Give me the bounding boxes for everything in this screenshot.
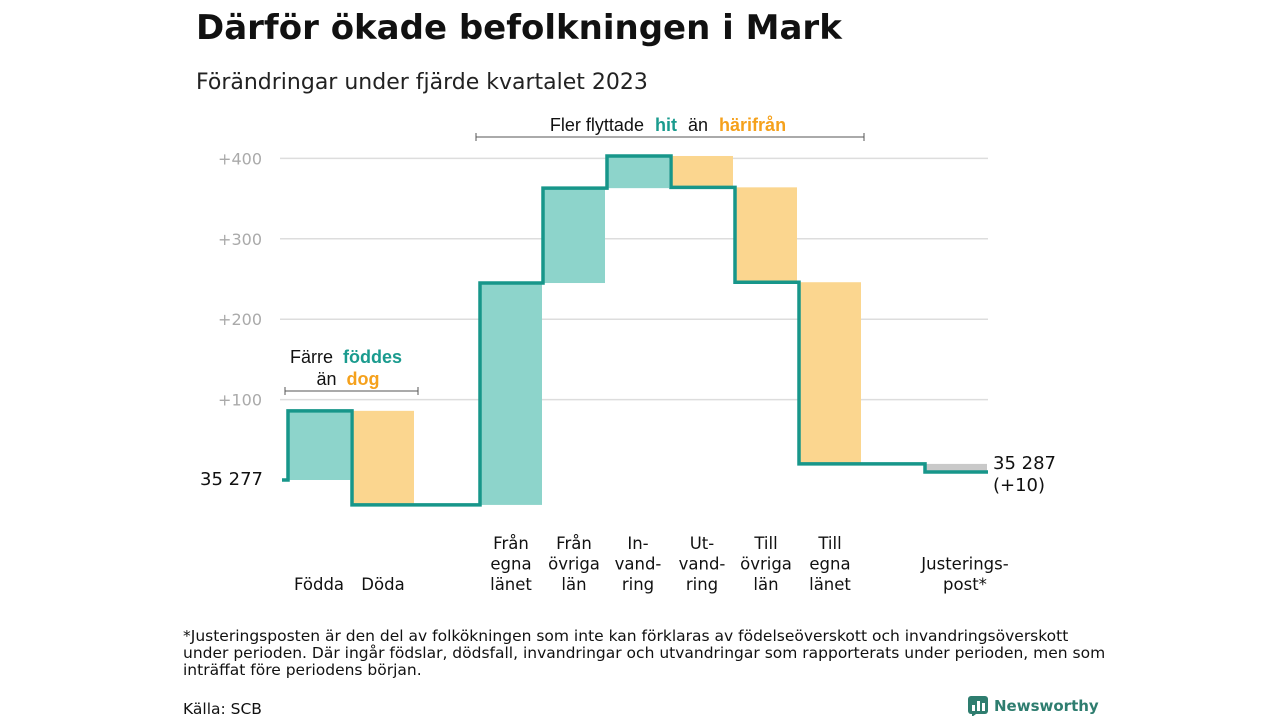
births-line2-prefix: än (316, 369, 336, 389)
footnote: *Justeringsposten är den del av folkökni… (183, 627, 1106, 679)
category-label: övriga (740, 555, 792, 574)
category-label: Döda (361, 575, 404, 594)
bar-tillegnalänet (799, 282, 861, 464)
cumulative-step-line (282, 154, 988, 507)
chart-title: Därför ökade befolkningen i Mark (196, 8, 842, 48)
migration-harifran: härifrån (719, 115, 786, 135)
category-label: Justerings- (920, 555, 1008, 574)
migration-prefix: Fler flyttade (550, 115, 644, 135)
y-tick-label: +100 (218, 391, 262, 410)
end-change-label: (+10) (993, 475, 1045, 496)
brand-label: Newsworthy (994, 697, 1099, 715)
category-label: län (753, 575, 778, 594)
brand-logo[interactable]: Newsworthy (968, 696, 1099, 716)
bar-utvandring (671, 155, 733, 188)
y-tick-label: +400 (218, 149, 262, 168)
category-label: In- (627, 534, 648, 553)
start-end-labels: 35 277 35 287 (+10) (200, 453, 1056, 496)
category-label: Födda (294, 575, 344, 594)
bar-döda (352, 410, 414, 505)
births-line1-prefix: Färre (290, 347, 333, 367)
svg-text:Fler flyttade hit: Fler flyttade hit än härifrån (550, 115, 786, 135)
category-label: Till (753, 534, 777, 553)
newsworthy-icon (968, 696, 988, 716)
svg-text:Färre föddes: Färre föddes (290, 347, 402, 367)
category-label: post* (943, 575, 987, 594)
y-tick-label: +200 (218, 310, 262, 329)
category-label: Ut- (690, 534, 715, 553)
category-label: länet (490, 575, 532, 594)
y-tick-label: +300 (218, 230, 262, 249)
category-label: ring (622, 575, 654, 594)
bar-tillövrigalän (735, 187, 797, 283)
bar-frånegnalänet (480, 283, 542, 505)
births-line2-word: dog (347, 369, 380, 389)
category-label: Från (556, 534, 592, 553)
births-line1-word: föddes (343, 347, 402, 367)
category-label: Till (817, 534, 841, 553)
migration-annotation: Fler flyttade hit än härifrån (475, 115, 865, 141)
category-label: län (561, 575, 586, 594)
bar-invandring (607, 155, 669, 189)
end-value-label: 35 287 (993, 453, 1056, 474)
category-label: övriga (548, 555, 600, 574)
migration-hit: hit (655, 115, 677, 135)
bar-frånövrigalän (543, 188, 605, 284)
migration-middle: än (688, 115, 708, 135)
category-label: vand- (679, 555, 726, 574)
bar-justeringspost (925, 463, 987, 472)
category-label: länet (809, 575, 851, 594)
births-annotation: Färre föddes än dog (284, 347, 419, 395)
bars (288, 155, 987, 505)
category-labels: Födda DödaFrånegnalänetFrånövrigalänIn-va… (294, 534, 1009, 594)
svg-text:än dog: än dog (316, 369, 379, 389)
chart-subtitle: Förändringar under fjärde kvartalet 2023 (196, 70, 648, 95)
category-label: vand- (615, 555, 662, 574)
source-label: Källa: SCB (183, 700, 262, 718)
bar-födda (288, 410, 350, 480)
category-label: egna (809, 555, 850, 574)
y-tick-labels: +100 +200 +300 +400 (218, 149, 262, 409)
category-label: ring (686, 575, 718, 594)
start-value-label: 35 277 (200, 469, 263, 490)
category-label: egna (490, 555, 531, 574)
category-label: Från (493, 534, 529, 553)
